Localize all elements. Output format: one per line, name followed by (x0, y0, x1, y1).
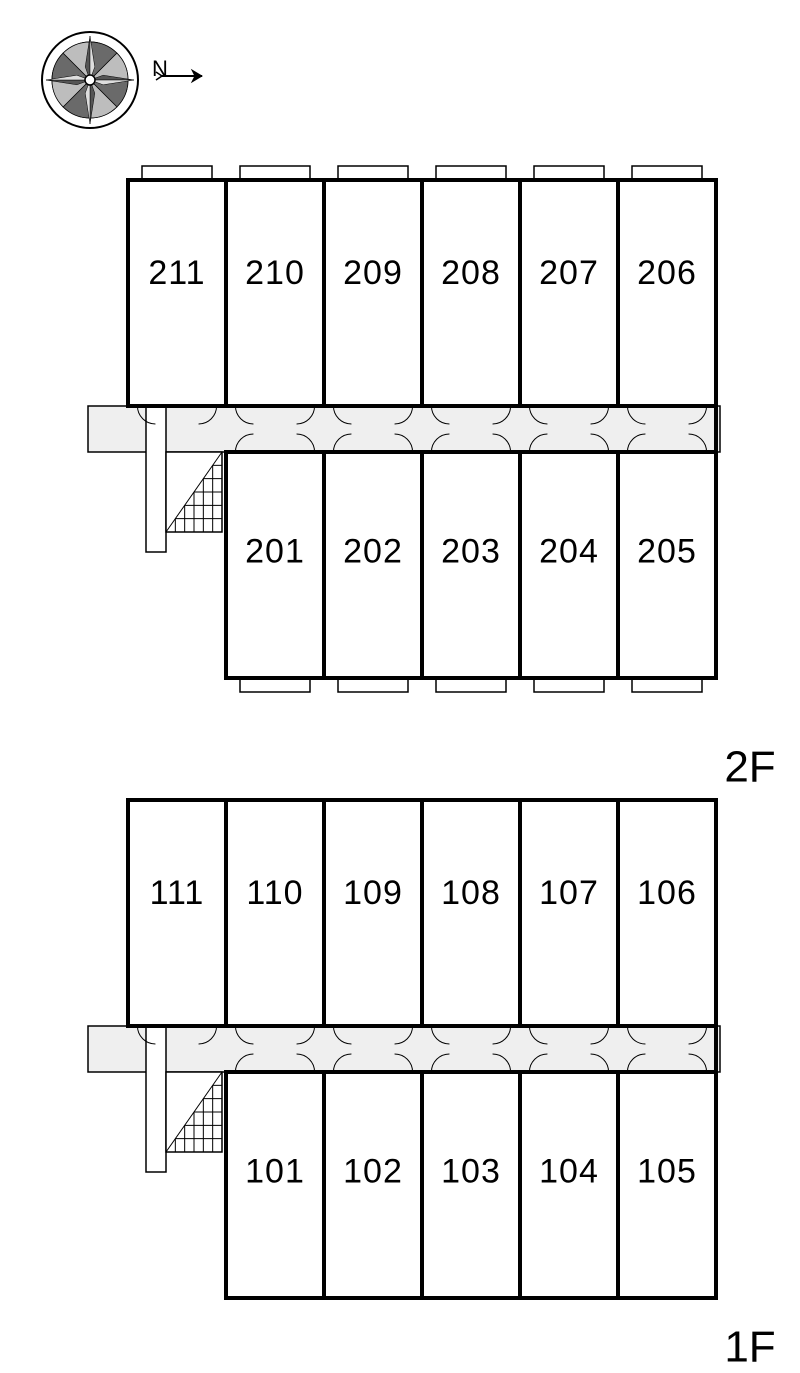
balcony (534, 678, 604, 692)
balcony (240, 678, 310, 692)
balcony (338, 166, 408, 180)
balcony (632, 166, 702, 180)
unit-107: 107 (539, 874, 599, 912)
unit-104: 104 (539, 1153, 599, 1191)
floor-plan-svg: N 211 210 209 208 207 206 201 202 203 204 205 2F 111 1… (0, 0, 800, 1373)
unit-206: 206 (637, 254, 697, 292)
unit-201: 201 (245, 533, 305, 571)
unit-103: 103 (441, 1153, 501, 1191)
unit-102: 102 (343, 1153, 403, 1191)
compass (42, 32, 202, 128)
stair-landing (146, 1026, 166, 1172)
unit-101: 101 (245, 1153, 305, 1191)
unit-105: 105 (637, 1153, 697, 1191)
north-label: N (152, 56, 168, 81)
unit-111: 111 (150, 874, 205, 912)
balcony (436, 166, 506, 180)
floor-label-1F: 1F (724, 1323, 775, 1372)
floor-label-2F: 2F (724, 743, 775, 792)
balcony (632, 678, 702, 692)
balcony (534, 166, 604, 180)
corridor (88, 406, 720, 452)
unit-106: 106 (637, 874, 697, 912)
unit-202: 202 (343, 533, 403, 571)
unit-204: 204 (539, 533, 599, 571)
unit-209: 209 (343, 254, 403, 292)
balcony (338, 678, 408, 692)
unit-110: 110 (246, 874, 303, 912)
balcony (240, 166, 310, 180)
unit-109: 109 (343, 874, 403, 912)
corridor (88, 1026, 720, 1072)
unit-203: 203 (441, 533, 501, 571)
balcony (142, 166, 212, 180)
floor-2F (88, 166, 720, 692)
unit-207: 207 (539, 254, 599, 292)
unit-211: 211 (148, 254, 205, 292)
unit-210: 210 (245, 254, 305, 292)
unit-208: 208 (441, 254, 501, 292)
stair-landing (146, 406, 166, 552)
unit-108: 108 (441, 874, 501, 912)
balcony (436, 678, 506, 692)
unit-205: 205 (637, 533, 697, 571)
